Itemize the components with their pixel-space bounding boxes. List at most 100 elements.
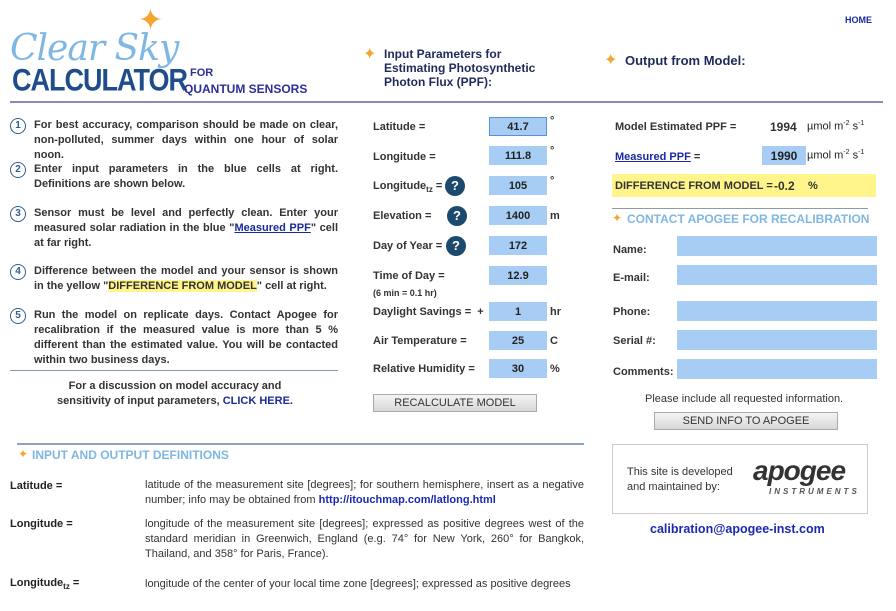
percent-unit: % (550, 363, 560, 375)
step-text: Run the model on replicate days. Contact… (34, 309, 338, 366)
credit-text: This site is developed and maintained by: (627, 465, 733, 495)
time-of-day-input[interactable] (489, 266, 547, 285)
term-sub: tz (63, 582, 70, 592)
step-text-post: " cell at right. (256, 280, 327, 292)
phone-input[interactable] (677, 301, 877, 321)
email-link[interactable]: calibration@apogee-inst.com (650, 522, 825, 536)
def-text: latitude of the measurement site [degree… (145, 479, 584, 506)
quantum-sensors-label: QUANTUM SENSORS (184, 82, 308, 96)
logo-clear-sky: Clear Sky (10, 28, 179, 69)
discussion-text: For a discussion on model accuracy and s… (57, 380, 282, 407)
latitude-input[interactable] (489, 117, 547, 136)
apogee-logo: apogee (753, 455, 846, 486)
difference-row (612, 174, 876, 197)
difference-unit: % (808, 180, 818, 192)
def-longitude-text: longitude of the measurement site [degre… (145, 518, 584, 560)
step-text: Sensor must be level and perfectly clean… (34, 206, 338, 251)
degree-unit: ° (550, 145, 555, 157)
step-text: For best accuracy, comparison should be … (34, 119, 338, 161)
degree-unit: ° (550, 175, 555, 187)
definitions-title: INPUT AND OUTPUT DEFINITIONS (32, 448, 229, 462)
model-ppf-value: 1994 (770, 120, 797, 134)
day-of-year-label: Day of Year = (373, 240, 443, 252)
def-longitude-tz-text: longitude of the center of your local ti… (145, 578, 571, 590)
unit-exp: -2 (843, 120, 850, 127)
air-temperature-input[interactable] (489, 331, 547, 350)
difference-highlight: DIFFERENCE FROM MODEL (108, 280, 257, 292)
step-text-pre: Difference between the model and your se… (34, 265, 338, 292)
step-text-pre: Sensor must be level and perfectly clean… (34, 207, 338, 234)
step-text-post: " cell at far right. (34, 222, 338, 249)
star-icon: ✦ (604, 52, 618, 69)
credit-line: This site is developed (627, 466, 733, 478)
star-icon: ✦ (18, 447, 29, 461)
elevation-label: Elevation = (373, 210, 432, 222)
unit-exp: -1 (858, 120, 865, 127)
daylight-savings-label: Daylight Savings = + (373, 306, 484, 318)
unit-text: µmol m (807, 120, 844, 133)
step-3: 3 Sensor must be level and perfectly clea… (10, 206, 338, 251)
for-label: FOR (190, 67, 214, 79)
step-number: 1 (10, 118, 26, 134)
credit-line: and maintained by: (627, 481, 720, 493)
email-label: E-mail: (613, 272, 650, 284)
elevation-input[interactable] (489, 206, 547, 225)
meter-unit: m (550, 210, 560, 222)
step-2: 2 Enter input parameters in the blue cell… (10, 162, 338, 192)
help-icon[interactable]: ? (445, 176, 465, 196)
contact-title: CONTACT APOGEE FOR RECALIBRATION (627, 212, 870, 226)
air-temperature-label: Air Temperature = (373, 335, 467, 347)
unit-text: µmol m (807, 149, 844, 162)
home-link[interactable]: HOME (845, 15, 872, 25)
difference-value: -0.2 (774, 179, 795, 193)
click-here-link[interactable]: CLICK HERE (222, 395, 290, 407)
serial-input[interactable] (677, 330, 877, 350)
label-eq: = (432, 180, 443, 192)
divider (17, 443, 584, 445)
celsius-unit: C (550, 335, 558, 347)
step-number: 2 (10, 162, 26, 178)
measured-ppf-link[interactable]: Measured PPF (615, 151, 691, 163)
term-eq: = (69, 577, 80, 589)
longitude-input[interactable] (489, 146, 547, 165)
def-longitude-tz-term: Longitudetz = (10, 577, 79, 591)
step-1: 1 For best accuracy, comparison should be… (10, 118, 338, 163)
measured-ppf-input[interactable] (762, 146, 806, 165)
input-title: Input Parameters for Estimating Photosyn… (384, 47, 536, 89)
recalculate-button[interactable]: RECALCULATE MODEL (373, 394, 537, 412)
help-icon[interactable]: ? (446, 236, 466, 256)
comments-input[interactable] (677, 359, 877, 379)
divider (612, 208, 868, 209)
def-longitude-term: Longitude = (10, 518, 73, 530)
term-text: Longitude (10, 577, 64, 589)
comments-label: Comments: (613, 366, 674, 378)
label-text: Longitude (373, 180, 427, 192)
longitude-tz-input[interactable] (489, 176, 547, 195)
ppf-unit: µmol m-2 s-1 (807, 149, 864, 162)
email-input[interactable] (677, 265, 877, 285)
daylight-savings-input[interactable] (489, 302, 547, 321)
measured-ppf-link[interactable]: Measured PPF (234, 222, 311, 234)
time-of-day-label: Time of Day = (373, 270, 445, 282)
label-sub: tz (426, 185, 433, 195)
step-5: 5 Run the model on replicate days. Contac… (10, 308, 338, 368)
name-input[interactable] (677, 236, 877, 256)
divider (10, 370, 338, 371)
help-icon[interactable]: ? (447, 206, 467, 226)
latlong-link[interactable]: http://itouchmap.com/latlong.html (318, 494, 496, 506)
relative-humidity-input[interactable] (489, 359, 547, 378)
relative-humidity-label: Relative Humidity = (373, 363, 475, 375)
logo-calculator: CALCULATOR (12, 62, 188, 98)
send-info-button[interactable]: SEND INFO TO APOGEE (654, 412, 838, 430)
degree-unit: ° (550, 115, 555, 127)
contact-note: Please include all requested information… (645, 393, 844, 405)
step-text: Difference between the model and your se… (34, 264, 338, 294)
discussion-end: . (289, 395, 293, 407)
day-of-year-input[interactable] (489, 236, 547, 255)
star-icon: ✦ (363, 46, 377, 63)
header-divider (10, 101, 883, 103)
step-number: 5 (10, 308, 26, 324)
unit-text: s (849, 149, 859, 162)
step-4: 4 Difference between the model and your s… (10, 264, 338, 294)
step-number: 3 (10, 206, 26, 222)
